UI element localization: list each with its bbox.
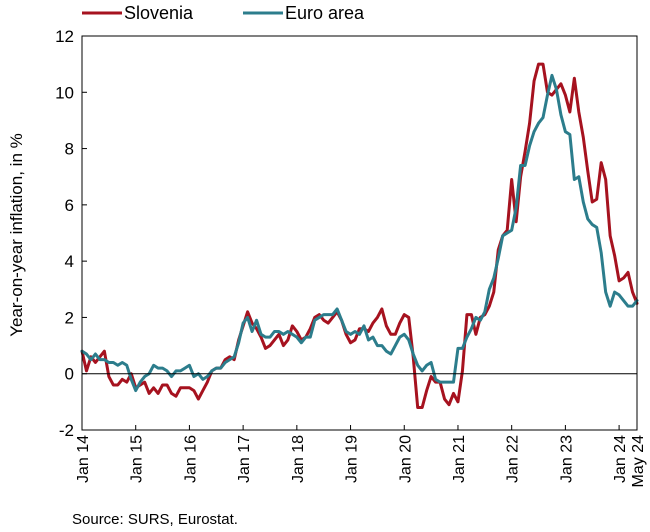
x-tick-label: Jan 24 <box>612 435 629 483</box>
x-tick-label: Jan 21 <box>451 435 468 483</box>
x-tick-label: Jan 23 <box>558 435 575 483</box>
legend: Slovenia Euro area <box>82 3 365 23</box>
x-tick-label: Jan 20 <box>397 435 414 483</box>
legend-label-slovenia: Slovenia <box>124 3 194 23</box>
y-axis-label: Year-on-year inflation, in % <box>7 133 26 337</box>
x-tick-labels: Jan 14 Jan 15 Jan 16 Jan 17 Jan 18 Jan 19 Jan … <box>75 425 647 487</box>
series-line-slovenia <box>80 62 639 409</box>
legend-label-euro-area: Euro area <box>285 3 365 23</box>
y-tick-label: 6 <box>65 196 74 215</box>
y-tick-label: 4 <box>65 252 74 271</box>
y-tick-label: 12 <box>55 27 74 46</box>
x-tick-label: May 24 <box>630 435 647 488</box>
source-note: Source: SURS, Eurostat. <box>72 511 238 528</box>
x-tick-label: Jan 16 <box>182 435 199 483</box>
y-tick-labels: -2 0 2 4 6 8 10 12 <box>55 27 87 440</box>
x-tick-label: Jan 17 <box>236 435 253 483</box>
y-tick-label: 8 <box>65 140 74 159</box>
series-layer <box>80 62 639 409</box>
y-tick-label: 0 <box>65 365 74 384</box>
plot-frame <box>81 35 638 431</box>
x-tick-label: Jan 15 <box>129 435 146 483</box>
x-tick-label: Jan 19 <box>344 435 361 483</box>
x-tick-label: Jan 14 <box>75 435 92 483</box>
y-tick-label: 2 <box>65 308 74 327</box>
y-tick-label: 10 <box>55 83 74 102</box>
x-tick-label: Jan 18 <box>290 435 307 483</box>
y-tick-label: -2 <box>59 421 74 440</box>
x-tick-label: Jan 22 <box>505 435 522 483</box>
series-line-euro-area <box>80 73 639 393</box>
